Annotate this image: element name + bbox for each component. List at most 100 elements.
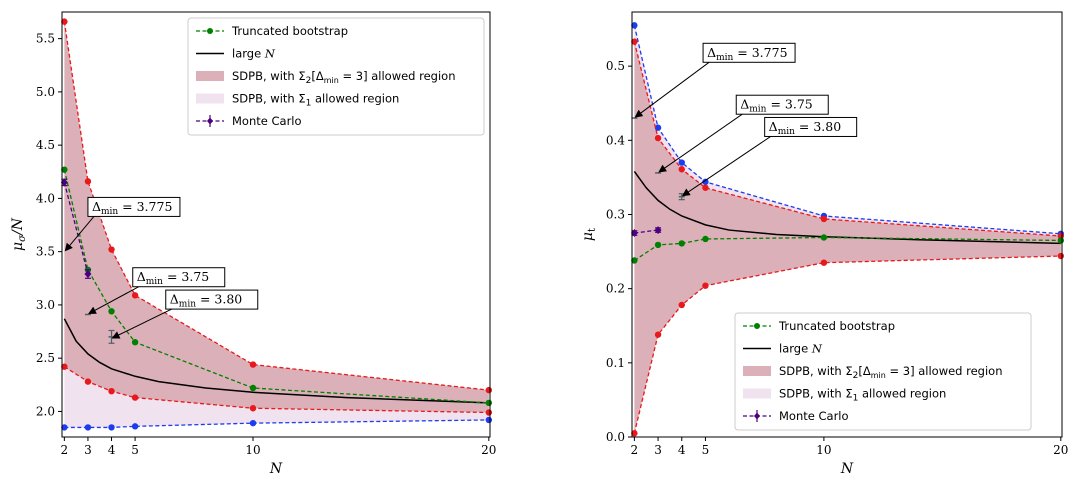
legend-swatch-sigma1 <box>196 93 224 104</box>
legend-label: Monte Carlo <box>779 409 849 423</box>
blue-bound-point <box>61 424 68 431</box>
annotation-text: Δmin = 3.775 <box>707 45 787 63</box>
monte-carlo-point <box>654 226 662 235</box>
red-bound-point <box>678 301 685 309</box>
y-axis-label: μσ/N <box>10 217 28 251</box>
legend-label: Monte Carlo <box>232 114 302 128</box>
annotation-arrow <box>111 308 172 339</box>
x-tick-label: 20 <box>481 443 496 457</box>
bootstrap-point <box>61 166 68 173</box>
blue-bound-line <box>64 419 489 429</box>
red-bound-line <box>633 41 1061 237</box>
blue-bound-point <box>702 178 709 186</box>
bootstrap-point <box>702 235 709 243</box>
red-bound-point <box>249 405 257 412</box>
red-bound-point <box>61 18 68 25</box>
x-tick-label: 2 <box>631 443 639 457</box>
legend-swatch-sigma2 <box>743 366 771 376</box>
y-tick-label: 0.0 <box>606 430 625 444</box>
y-tick-label: 0.3 <box>606 207 625 221</box>
monte-carlo-line <box>634 229 659 234</box>
y-tick-label: 4.5 <box>36 138 55 152</box>
red-bound-point <box>108 387 115 395</box>
monte-carlo-point <box>60 178 68 187</box>
large-n-line <box>633 171 1061 245</box>
x-tick-label: 5 <box>702 443 710 457</box>
red-bound-point <box>131 292 139 299</box>
red-bound-point <box>702 282 709 289</box>
legend-label: large N <box>779 342 823 356</box>
legend-label: SDPB, with Σ2[Δmin = 3] allowed region <box>779 364 1003 381</box>
annotation: Δmin = 3.80 <box>111 289 259 339</box>
bootstrap-line <box>63 169 489 404</box>
legend-label: SDPB, with Σ1 allowed region <box>232 92 399 109</box>
blue-bound-point <box>654 124 662 131</box>
red-bound-point <box>61 363 68 370</box>
red-bound-point <box>678 166 685 173</box>
x-tick-label: 3 <box>654 443 662 457</box>
y-tick-label: 4.0 <box>36 191 55 205</box>
bootstrap-point <box>820 234 828 241</box>
bootstrap-point <box>485 399 493 407</box>
legend: Truncated bootstrap large N SDPB, with Σ2[… <box>187 17 485 136</box>
legend-swatch-sigma2 <box>196 71 224 81</box>
bootstrap-point <box>678 240 685 247</box>
blue-bound-point <box>678 159 685 166</box>
annotation-arrow <box>88 286 139 314</box>
red-bound-point <box>631 430 638 437</box>
y-tick-label: 5.0 <box>36 85 55 99</box>
x-tick-label: 5 <box>131 443 139 457</box>
y-tick-label: 2.0 <box>36 404 55 418</box>
annotation-text: Δmin = 3.75 <box>137 269 210 287</box>
y-tick-label: 0.1 <box>606 356 625 370</box>
annotation: Δmin = 3.775 <box>634 42 796 118</box>
y-tick-label: 5.5 <box>36 32 55 46</box>
y-tick-label: 0.4 <box>606 133 625 147</box>
x-tick-label: 3 <box>84 443 92 457</box>
x-tick-label: 4 <box>108 443 116 457</box>
red-bound-point <box>84 178 92 185</box>
x-tick-label: 10 <box>245 443 260 457</box>
legend-swatch-sigma1 <box>743 388 771 399</box>
blue-bound-point <box>84 424 92 431</box>
red-bound-point <box>249 361 257 368</box>
y-tick-label: 3.5 <box>36 245 55 259</box>
annotation-text: Δmin = 3.80 <box>769 119 842 137</box>
annotation-text: Δmin = 3.775 <box>92 199 172 217</box>
y-axis-label: μt <box>580 228 598 241</box>
bootstrap-point <box>108 308 115 315</box>
legend-marker-bootstrap <box>754 323 760 329</box>
plot-frame <box>61 11 491 438</box>
annotation-box <box>132 267 226 288</box>
x-tick-label: 10 <box>816 443 831 457</box>
y-tick-label: 2.5 <box>36 351 55 365</box>
blue-bound-point <box>131 423 139 430</box>
bootstrap-point <box>631 257 638 264</box>
red-bound-line <box>64 366 489 414</box>
chart-left: Δmin = 3.775 Δmin = 3.75 Δmin = 3.80 2 3 4 5 10… <box>10 11 496 477</box>
red-bound-point <box>654 134 662 142</box>
annotation-arrow <box>658 113 743 173</box>
annotation-arrow <box>634 61 710 118</box>
x-axis-label: N <box>269 461 283 477</box>
legend-label: SDPB, with Σ1 allowed region <box>779 387 946 404</box>
annotation: Δmin = 3.775 <box>64 196 181 252</box>
y-tick-label: 3.0 <box>36 298 55 312</box>
blue-bound-point <box>631 22 638 29</box>
legend-frame <box>734 312 1032 431</box>
plot-frame <box>631 11 1063 438</box>
bootstrap-point <box>1057 237 1065 244</box>
blue-bound-point <box>108 424 115 431</box>
y-tick-label: 0.2 <box>606 282 625 296</box>
bootstrap-point <box>654 241 662 249</box>
x-tick-label: 20 <box>1053 443 1068 457</box>
band-sigma2 <box>64 21 489 413</box>
legend-label: SDPB, with Σ2[Δmin = 3] allowed region <box>232 69 456 86</box>
red-bound-point <box>1057 252 1065 260</box>
band-sigma1 <box>64 366 489 428</box>
annotation-box <box>764 116 858 137</box>
annotation-box <box>87 196 181 217</box>
annotation-text: Δmin = 3.80 <box>170 292 243 310</box>
monte-carlo-line <box>63 182 89 275</box>
